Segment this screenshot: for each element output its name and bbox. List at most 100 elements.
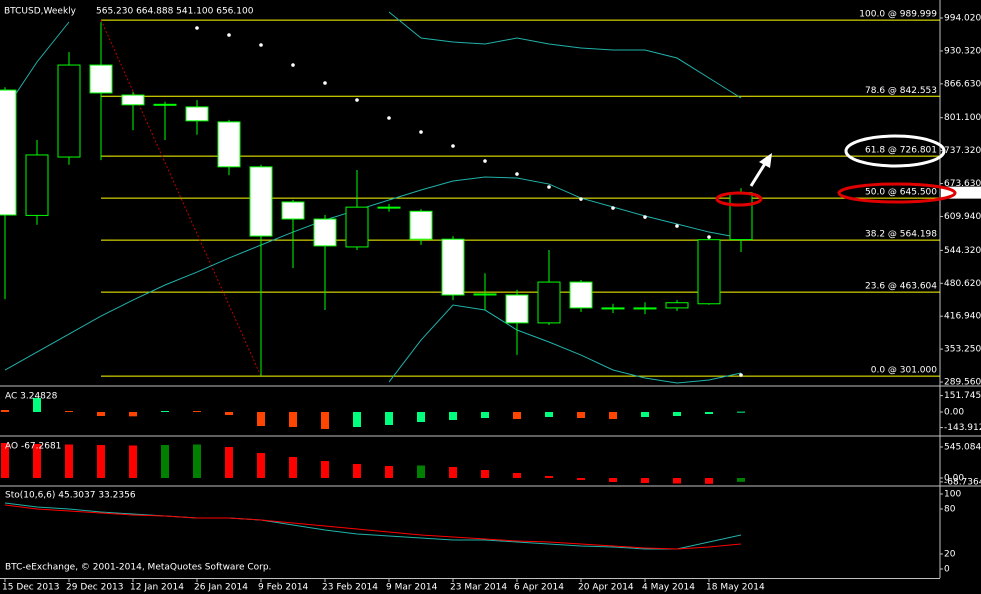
histogram-bar xyxy=(449,466,457,478)
candle-body xyxy=(313,218,337,247)
y-tick-label: 609.940 xyxy=(944,212,981,222)
histogram-bar xyxy=(737,477,745,482)
histogram-bar xyxy=(641,477,649,483)
x-tick-label: 15 Dec 2013 xyxy=(2,583,60,593)
pane-title: AO -67.2681 xyxy=(5,442,61,452)
histogram-bar xyxy=(257,412,265,427)
fib-label: 100.0 @ 989.999 xyxy=(859,10,937,20)
histogram-bar xyxy=(417,412,425,423)
histogram-bar xyxy=(513,472,521,478)
price-marker-label: 656.100 xyxy=(943,188,980,198)
sar-dot xyxy=(547,185,551,189)
histogram-bar xyxy=(449,412,457,421)
candle-body xyxy=(633,307,657,310)
y-tick-label: 151.7459 xyxy=(944,391,981,401)
histogram-bar xyxy=(289,412,297,428)
fib-label: 0.0 @ 301.000 xyxy=(871,366,938,376)
fib-label: 50.0 @ 645.500 xyxy=(865,188,937,198)
histogram-bar xyxy=(705,477,713,484)
y-tick-label: -68.7364 xyxy=(944,477,981,487)
y-tick-label: 0 xyxy=(944,564,950,574)
sar-dot xyxy=(611,206,615,210)
histogram-bar xyxy=(417,465,425,478)
sar-dot xyxy=(579,197,583,201)
sar-dot xyxy=(387,116,391,120)
y-tick-label: 100 xyxy=(944,489,961,499)
candle-body xyxy=(249,166,273,237)
sar-dot xyxy=(227,33,231,37)
sar-dot xyxy=(195,26,199,30)
histogram-bar xyxy=(97,445,105,478)
arrow-shaft xyxy=(749,161,768,187)
candle-body xyxy=(569,281,593,309)
histogram-bar xyxy=(385,465,393,478)
band-middle xyxy=(4,176,742,371)
histogram-bar xyxy=(321,460,329,478)
y-tick-label: 353.250 xyxy=(944,345,981,355)
sar-dot xyxy=(259,43,263,47)
fib-baseline xyxy=(100,19,262,377)
histogram-bar xyxy=(65,444,73,478)
y-tick-label: 801.100 xyxy=(944,113,981,123)
y-tick-label: 416.940 xyxy=(944,312,981,322)
pane xyxy=(1,443,745,484)
highlight-ellipse xyxy=(837,182,957,204)
sar-dot xyxy=(483,159,487,163)
pane-title: AC 3.24828 xyxy=(5,392,58,402)
histogram-bar xyxy=(481,412,489,418)
histogram-bar xyxy=(97,412,105,417)
histogram-bar xyxy=(321,412,329,430)
candle-body xyxy=(89,64,113,94)
oscillator-line xyxy=(4,502,742,550)
histogram-bar xyxy=(513,412,521,420)
candle-body xyxy=(281,201,305,220)
histogram-bar xyxy=(65,411,73,413)
histogram-bar xyxy=(161,445,169,478)
histogram-bar xyxy=(353,464,361,478)
histogram-bar xyxy=(577,477,585,481)
candle-body xyxy=(57,64,81,158)
candle-body xyxy=(345,206,369,248)
histogram-bar xyxy=(353,412,361,428)
histogram-bar xyxy=(193,411,201,413)
histogram-bar xyxy=(33,397,41,413)
sar-dot xyxy=(355,98,359,102)
candle-body xyxy=(121,94,145,106)
histogram-bar xyxy=(225,446,233,478)
y-tick-label: 20 xyxy=(944,549,956,559)
histogram-bar xyxy=(737,411,745,413)
y-tick-label: 80 xyxy=(944,504,956,514)
sar-dot xyxy=(515,172,519,176)
sar-dot xyxy=(419,130,423,134)
histogram-bar xyxy=(161,411,169,413)
y-tick-label: 930.320 xyxy=(944,46,981,56)
candle-body xyxy=(697,239,721,305)
fib-label: 23.6 @ 463.604 xyxy=(865,282,937,292)
candle-body xyxy=(377,206,401,209)
y-tick-label: 544.320 xyxy=(944,246,981,256)
candle-body xyxy=(25,154,49,216)
y-tick-label: 289.560 xyxy=(944,378,981,388)
sar-dot xyxy=(739,373,743,377)
histogram-bar xyxy=(1,443,9,478)
candle-body xyxy=(0,89,17,216)
histogram-bar xyxy=(193,444,201,478)
candle-body xyxy=(153,103,177,106)
x-tick-label: 12 Jan 2014 xyxy=(130,583,184,593)
sar-dot xyxy=(643,215,647,219)
candle-body xyxy=(473,293,497,296)
histogram-bar xyxy=(545,475,553,478)
highlight-ellipse xyxy=(844,134,946,168)
sar-dot xyxy=(323,81,327,85)
x-tick-label: 9 Feb 2014 xyxy=(258,583,309,593)
histogram-bar xyxy=(289,456,297,478)
sar-dot xyxy=(291,63,295,67)
sar-dot xyxy=(675,224,679,228)
arrow-head xyxy=(759,153,772,168)
highlight-ellipse xyxy=(715,191,763,207)
candle-body xyxy=(729,192,753,241)
x-tick-label: 29 Dec 2013 xyxy=(66,583,124,593)
